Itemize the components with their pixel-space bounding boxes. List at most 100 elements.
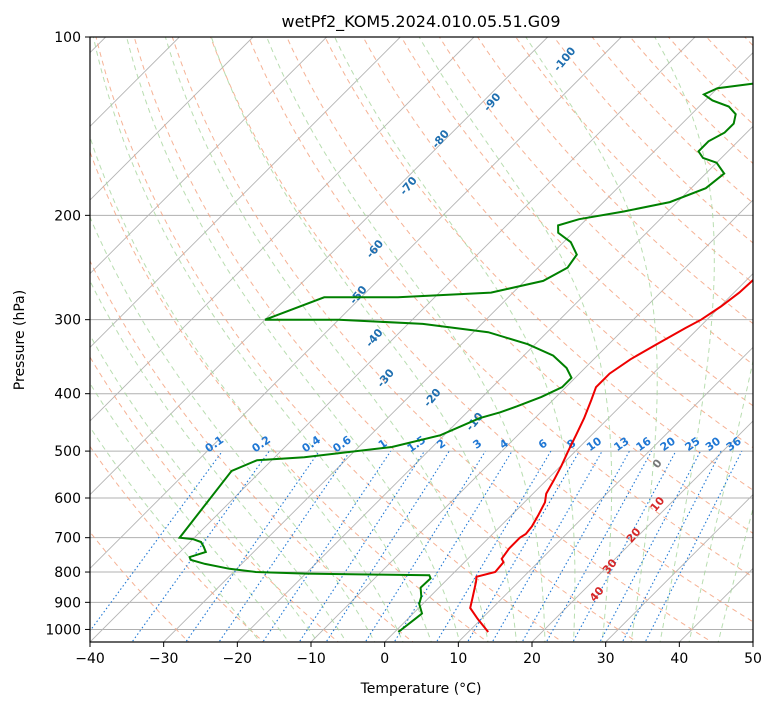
y-tick-label: 500 [54, 444, 81, 460]
dry-adiabat-label: 0 [650, 456, 665, 470]
x-tick-label: −10 [296, 651, 326, 667]
mixing-ratio-line [644, 450, 743, 642]
dry-adiabat-line [770, 24, 775, 645]
dry-adiabat-line [438, 37, 753, 366]
moist-adiabat-line [688, 358, 753, 642]
x-tick-label: 30 [597, 651, 615, 667]
isotherm-line [90, 37, 622, 569]
dewpoint-trace [177, 82, 753, 633]
y-tick-label: 1000 [45, 622, 81, 638]
dry-adiabat-line [629, 37, 753, 165]
x-axis-label: Temperature (°C) [360, 681, 482, 697]
x-tick-label: 50 [744, 651, 762, 667]
mixing-ratio-line [218, 450, 351, 642]
dry-adiabat-label: 20 [624, 525, 644, 545]
moist-adiabat-label: -60 [364, 237, 387, 261]
y-axis-label: Pressure (hPa) [12, 290, 28, 390]
y-axis-ticks: 100 200 300 400 500 600 700 800 900 1000 [45, 30, 90, 638]
moist-adiabat-line [90, 382, 290, 642]
mixing-ratio-line [466, 450, 580, 642]
moist-adiabat-line [164, 37, 489, 642]
dry-adiabat-line [591, 37, 753, 204]
mixing-ratio-line [262, 450, 392, 642]
mixing-ratio-label: 2 [434, 437, 448, 452]
profile-traces [177, 82, 753, 633]
dry-adiabat-line [515, 37, 753, 284]
isotherm-line [90, 37, 548, 496]
temperature-trace [469, 278, 753, 633]
moist-adiabat-line [654, 37, 715, 642]
isotherm-line [531, 420, 753, 642]
moist-adiabat-label: -100 [551, 44, 579, 74]
y-tick-label: 100 [54, 30, 81, 46]
moist-adiabat-label: -40 [363, 326, 386, 350]
x-tick-label: −20 [223, 651, 253, 667]
mixing-ratio-line [364, 450, 486, 642]
mixing-ratio-label: 0.2 [250, 433, 273, 455]
dry-adiabat-line [90, 150, 489, 642]
dry-adiabat-line [248, 37, 753, 578]
dry-adiabat-label: 10 [648, 494, 668, 514]
dry-adiabat-line [90, 259, 414, 642]
dry-adiabat-line [324, 37, 753, 491]
moist-adiabat-line [90, 334, 319, 642]
isotherm-line [752, 641, 753, 642]
mixing-ratio-line [545, 450, 653, 642]
dry-adiabat-line [90, 445, 265, 642]
mixing-ratio-line [435, 450, 552, 642]
x-tick-label: 20 [523, 651, 541, 667]
moist-adiabat-line [90, 426, 261, 642]
moist-adiabat-label: -50 [347, 283, 370, 307]
isotherm-line [605, 494, 753, 642]
isotherm-line [90, 37, 327, 275]
dry-adiabat-line [477, 37, 753, 325]
isotherm-line [90, 37, 475, 422]
moist-adiabat-line [210, 37, 517, 642]
mixing-ratio-line [90, 450, 223, 632]
moist-adiabat-label: -30 [374, 366, 397, 390]
y-tick-label: 300 [54, 313, 81, 329]
mixing-ratio-line [325, 450, 450, 642]
isotherm-line [458, 346, 753, 642]
mixing-ratio-label: 0.4 [300, 433, 324, 455]
isotherm-line [90, 37, 401, 348]
moist-adiabat-line [90, 135, 404, 642]
mixing-ratio-line [185, 450, 320, 642]
moist-adiabat-label: -80 [429, 127, 452, 151]
x-axis-ticks: −40 −30 −20 −10 0 10 20 30 40 50 [75, 642, 762, 667]
moist-adiabat-label: -90 [481, 90, 504, 114]
mixing-ratio-line [599, 450, 702, 642]
x-tick-label: 40 [670, 651, 688, 667]
isotherm-line [90, 37, 254, 201]
mixing-ratio-line [572, 450, 677, 642]
moist-adiabat-label: -20 [421, 386, 444, 410]
moist-adiabat-line [334, 37, 576, 642]
moist-adiabat-line [90, 215, 376, 642]
x-tick-label: 10 [449, 651, 467, 667]
mixing-ratio-label: 3 [471, 437, 485, 452]
mixing-ratio-line [621, 450, 722, 642]
background-lines [90, 24, 775, 645]
y-tick-label: 900 [54, 595, 81, 611]
y-tick-label: 600 [54, 491, 81, 507]
dry-adiabat-line [362, 37, 753, 449]
x-tick-label: −40 [75, 651, 105, 667]
y-tick-label: 400 [54, 387, 81, 403]
y-tick-label: 700 [54, 531, 81, 547]
moist-adiabat-line [126, 37, 461, 642]
y-tick-label: 800 [54, 565, 81, 581]
dry-adiabat-line [286, 37, 753, 534]
mixing-ratio-line [393, 450, 513, 642]
moist-adiabat-line [266, 37, 546, 642]
dry-adiabat-line [171, 37, 713, 642]
x-tick-label: 0 [380, 651, 389, 667]
dry-adiabat-line [133, 37, 638, 642]
dry-adiabat-line [400, 37, 753, 407]
isotherm-line [679, 567, 753, 642]
moist-adiabat-line [717, 506, 753, 642]
dry-adiabat-line [209, 37, 753, 623]
dry-adiabat-line [90, 356, 340, 642]
y-tick-label: 200 [54, 208, 81, 224]
background-line-labels: 0.1 0.2 0.4 0.6 1 1.5 2 3 4 6 8 10 13 16 20 25 30 36-100-… [203, 44, 744, 604]
